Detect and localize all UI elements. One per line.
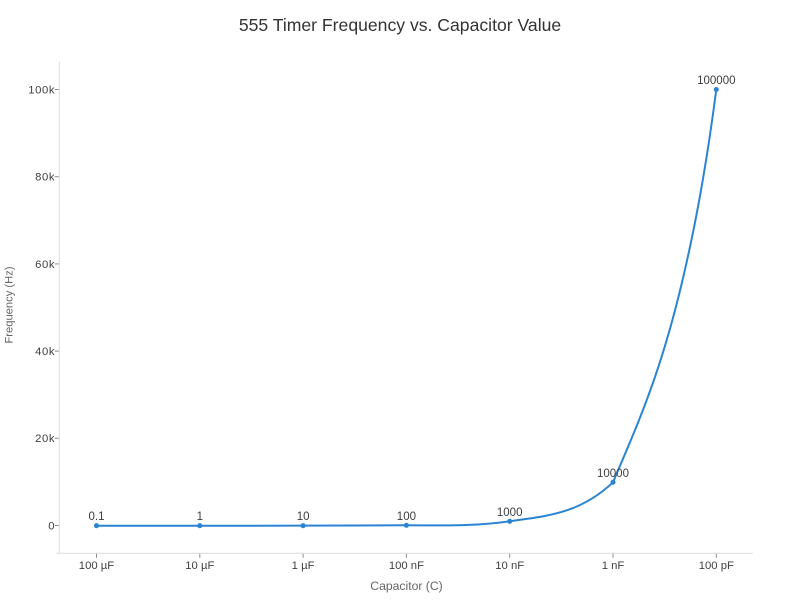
svg-text:1 µF: 1 µF — [292, 560, 315, 572]
svg-text:Frequency (Hz): Frequency (Hz) — [4, 266, 16, 343]
svg-text:100 pF: 100 pF — [699, 560, 734, 572]
svg-text:20k: 20k — [35, 433, 55, 445]
svg-text:40k: 40k — [35, 346, 55, 358]
svg-text:10: 10 — [297, 511, 310, 523]
svg-text:555 Timer Frequency vs. Capaci: 555 Timer Frequency vs. Capacitor Value — [239, 15, 561, 35]
svg-text:10 µF: 10 µF — [185, 560, 214, 572]
svg-text:0: 0 — [48, 520, 55, 532]
svg-text:100k: 100k — [28, 84, 55, 96]
svg-text:100000: 100000 — [697, 75, 735, 87]
svg-text:10000: 10000 — [597, 468, 629, 480]
svg-text:80k: 80k — [35, 172, 55, 184]
svg-text:10 nF: 10 nF — [495, 560, 524, 572]
svg-text:100 µF: 100 µF — [79, 560, 114, 572]
svg-text:Capacitor (C): Capacitor (C) — [370, 579, 442, 593]
svg-text:0.1: 0.1 — [89, 511, 105, 523]
svg-text:100 nF: 100 nF — [389, 560, 424, 572]
svg-text:1 nF: 1 nF — [602, 560, 625, 572]
svg-text:1000: 1000 — [497, 507, 523, 519]
svg-text:1: 1 — [197, 511, 203, 523]
svg-text:100: 100 — [397, 511, 416, 523]
svg-text:60k: 60k — [35, 259, 55, 271]
